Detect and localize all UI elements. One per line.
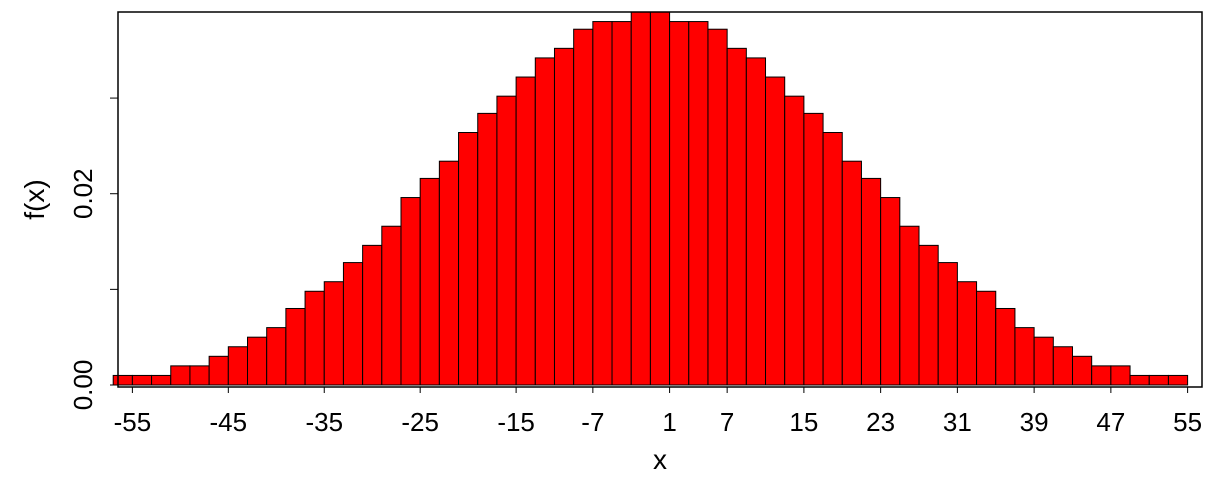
x-tick-label: 55 (1173, 407, 1202, 437)
plot-frame (117, 11, 1203, 388)
x-tick-label: 1 (662, 407, 676, 437)
bar (976, 290, 997, 386)
y-axis-title: f(x) (19, 179, 50, 219)
bar (1014, 327, 1035, 386)
bar (170, 365, 191, 386)
bar (515, 76, 536, 386)
bar (496, 95, 517, 386)
y-tick-label: 0.00 (68, 360, 98, 411)
bar (937, 262, 958, 386)
x-tick-label: -35 (305, 407, 343, 437)
bar (553, 47, 575, 386)
x-tick-label: -45 (210, 407, 248, 437)
bar (227, 346, 249, 386)
x-tick-label: 15 (789, 407, 818, 437)
bar (995, 307, 1016, 386)
y-axis: 0.00 0.02 (68, 97, 118, 411)
bar (784, 95, 805, 386)
x-tick-label: 23 (866, 407, 895, 437)
bar (1148, 374, 1169, 386)
bar (918, 244, 939, 386)
x-tick-label: 39 (1020, 407, 1049, 437)
x-tick-label: -15 (497, 407, 535, 437)
bar (707, 28, 728, 386)
bar (1110, 365, 1131, 386)
bar (131, 374, 153, 386)
bar (573, 28, 594, 386)
bar (726, 47, 747, 386)
bar (266, 327, 287, 386)
bar (841, 160, 862, 386)
bar (438, 160, 460, 386)
bar (803, 112, 824, 386)
bar (745, 57, 767, 386)
bar (592, 21, 613, 386)
bar (649, 11, 671, 386)
bar (1033, 336, 1054, 386)
bar (688, 21, 709, 386)
bar (1167, 374, 1189, 386)
bar (611, 21, 632, 386)
bar (189, 365, 210, 386)
x-tick-label: 31 (943, 407, 972, 437)
bar (151, 374, 172, 386)
y-tick-label: 0.02 (68, 168, 98, 219)
bar (1091, 365, 1112, 386)
bars-group (112, 11, 1189, 386)
bar (419, 177, 440, 386)
bar (1129, 374, 1150, 386)
bar (860, 177, 882, 386)
bar (208, 355, 229, 386)
bar (477, 112, 498, 386)
bar (381, 225, 402, 386)
bar (630, 11, 651, 386)
x-tick-label: 47 (1096, 407, 1125, 437)
bar (880, 197, 901, 386)
x-tick-label: 7 (720, 407, 734, 437)
bar (899, 225, 920, 386)
bar (822, 132, 843, 386)
bar (458, 132, 479, 386)
bar (285, 307, 306, 386)
bar (400, 197, 421, 386)
bar (669, 21, 690, 386)
bar (362, 244, 383, 386)
bar (1052, 346, 1073, 386)
x-axis-title: x (653, 444, 667, 475)
x-axis: -55 -45 -35 -25 -15 -7 1 7 15 23 31 39 47 55 (114, 387, 1202, 437)
bar (342, 262, 364, 386)
bar (765, 76, 786, 386)
x-tick-label: -25 (401, 407, 439, 437)
bar (247, 336, 268, 386)
bar (304, 290, 325, 386)
bar (534, 57, 555, 386)
bar (112, 374, 133, 386)
x-tick-label: -55 (114, 407, 152, 437)
bar (1071, 355, 1093, 386)
bar (956, 281, 978, 386)
x-tick-label: -7 (581, 407, 604, 437)
bar (323, 281, 344, 386)
